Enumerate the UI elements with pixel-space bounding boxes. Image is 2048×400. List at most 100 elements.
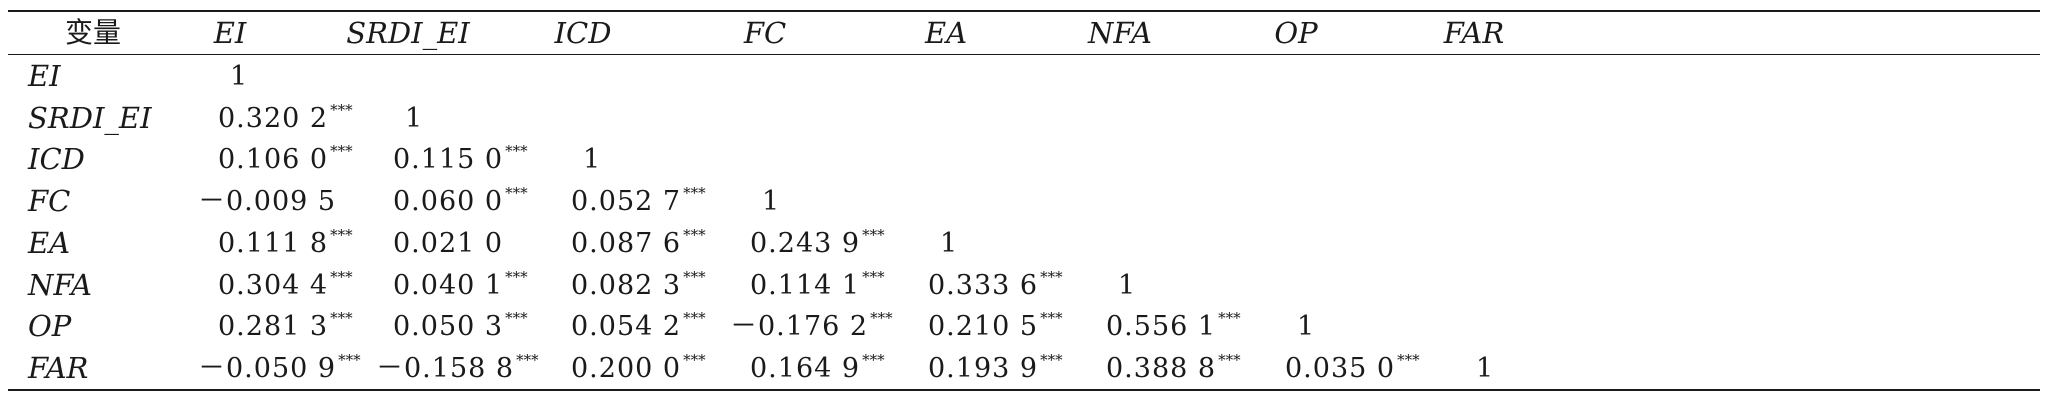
cell-value: －0.050 9 [198, 352, 337, 384]
table-cell: 0.111 8 *** [218, 223, 353, 264]
cell-value: 0.388 8 [1106, 352, 1217, 384]
header-col-far: FAR [1443, 16, 1505, 50]
cell-value: 0.106 0 [218, 144, 329, 176]
row-label: NFA [28, 267, 92, 302]
table-cell: 1 [762, 181, 780, 222]
table-row: NFA 0.304 4 *** 0.040 1 *** 0.082 3 *** 0.114 1… [8, 265, 2040, 306]
significance-marker: *** [1397, 350, 1420, 369]
significance-marker: *** [330, 225, 353, 244]
significance-marker: *** [330, 309, 353, 328]
header-col-ei: EI [213, 16, 247, 50]
header-col-icd: ICD [554, 16, 612, 50]
header-col-op: OP [1274, 16, 1318, 50]
significance-marker: *** [683, 225, 706, 244]
significance-marker: *** [683, 350, 706, 369]
cell-value: 1 [1297, 311, 1316, 343]
table-top-rule [8, 10, 2040, 12]
row-label: OP [28, 309, 72, 344]
table-cell: －0.176 2 *** [730, 306, 893, 347]
significance-marker: *** [330, 100, 353, 119]
table-cell: 0.164 9 *** [750, 348, 885, 389]
table-cell: －0.050 9 *** [198, 348, 361, 389]
table-row: ICD 0.106 0 *** 0.115 0 *** 1 [8, 139, 2040, 180]
table-cell: 0.115 0 *** [393, 139, 528, 180]
cell-value: 0.111 8 [218, 227, 329, 259]
significance-marker: *** [870, 309, 893, 328]
table-cell: 1 [583, 139, 601, 180]
cell-value: 0.052 7 [571, 186, 682, 218]
table-bottom-rule [8, 389, 2040, 391]
significance-marker: *** [1218, 309, 1241, 328]
cell-value: 1 [230, 61, 249, 92]
cell-value: 0.035 0 [1285, 352, 1396, 384]
cell-value: 1 [940, 227, 959, 259]
cell-value: 0.210 5 [928, 311, 1039, 343]
table-cell: 0.035 0 *** [1285, 348, 1420, 389]
significance-marker: *** [338, 350, 361, 369]
table-cell: 0.304 4 *** [218, 265, 353, 306]
row-label: EI [28, 59, 61, 93]
table-cell: 0.087 6 *** [571, 223, 706, 264]
cell-value: 0.114 1 [750, 269, 861, 301]
table-row: EI 1 [8, 56, 2040, 97]
table-cell: 0.060 0 *** [393, 181, 528, 222]
cell-value: 0.281 3 [218, 311, 329, 343]
header-col-fc: FC [743, 16, 787, 50]
table-row: FC －0.009 5 0.060 0 *** 0.052 7 *** 1 [8, 181, 2040, 222]
table-cell: 1 [230, 56, 248, 97]
table-header-rule [8, 54, 2040, 55]
table-cell: 0.052 7 *** [571, 181, 706, 222]
table-cell: 0.320 2 *** [218, 98, 353, 139]
cell-value: 1 [583, 144, 602, 176]
cell-value: 0.115 0 [393, 144, 504, 176]
table-cell: 0.243 9 *** [750, 223, 885, 264]
table-cell: －0.009 5 [198, 181, 336, 222]
header-col-ea: EA [924, 16, 968, 50]
cell-value: 0.304 4 [218, 269, 329, 301]
significance-marker: *** [330, 267, 353, 286]
cell-value: 0.021 0 [393, 227, 504, 259]
significance-marker: *** [505, 267, 528, 286]
table-cell: 0.556 1 *** [1106, 306, 1241, 347]
cell-value: 1 [405, 102, 424, 134]
table-cell: 1 [405, 98, 423, 139]
cell-value: 0.556 1 [1106, 311, 1217, 343]
table-cell: 0.040 1 *** [393, 265, 528, 306]
table-cell: －0.158 8 *** [376, 348, 539, 389]
significance-marker: *** [862, 225, 885, 244]
table-cell: 1 [1297, 306, 1315, 347]
cell-value: 1 [1118, 269, 1137, 301]
cell-value: 0.320 2 [218, 102, 329, 134]
table-row: EA 0.111 8 *** 0.021 0 0.087 6 *** 0.243 9 *** 1 [8, 223, 2040, 264]
header-col-nfa: NFA [1088, 16, 1152, 50]
significance-marker: *** [1040, 350, 1063, 369]
table-cell: 1 [940, 223, 958, 264]
cell-value: 0.050 3 [393, 311, 504, 343]
table-cell: 1 [1476, 348, 1494, 389]
table-cell: 0.106 0 *** [218, 139, 353, 180]
cell-value: 0.082 3 [571, 269, 682, 301]
significance-marker: *** [683, 309, 706, 328]
cell-value: 0.200 0 [571, 352, 682, 384]
row-label: FAR [28, 350, 89, 385]
table-cell: 0.054 2 *** [571, 306, 706, 347]
cell-value: 0.243 9 [750, 227, 861, 259]
cell-value: 1 [1476, 352, 1495, 384]
cell-value: 0.087 6 [571, 227, 682, 259]
table-cell: 0.388 8 *** [1106, 348, 1241, 389]
significance-marker: *** [1040, 309, 1063, 328]
row-label: FC [28, 184, 71, 219]
significance-marker: *** [862, 350, 885, 369]
significance-marker: *** [683, 184, 706, 203]
cell-value: －0.158 8 [376, 352, 515, 384]
cell-value: 0.164 9 [750, 352, 861, 384]
table-cell: 0.082 3 *** [571, 265, 706, 306]
significance-marker: *** [505, 184, 528, 203]
significance-marker: *** [516, 350, 539, 369]
table-header-row: 变量 EI SRDI_EI ICD FC EA NFA OP FAR [8, 12, 2040, 54]
cell-value: 0.333 6 [928, 269, 1039, 301]
cell-value: 1 [762, 186, 781, 218]
table-row: FAR －0.050 9 *** －0.158 8 *** 0.200 0 *** 0.164… [8, 348, 2040, 389]
significance-marker: *** [683, 267, 706, 286]
cell-value: 0.193 9 [928, 352, 1039, 384]
